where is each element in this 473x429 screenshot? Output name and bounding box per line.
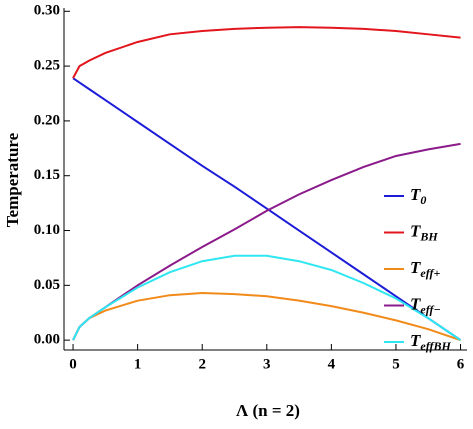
legend-subscript: effBH: [420, 339, 451, 353]
series-line: [72, 77, 462, 341]
x-tick-label: 5: [392, 356, 400, 372]
x-tick-label: 4: [328, 356, 336, 372]
x-tick-label: 3: [263, 356, 271, 372]
y-tick-label: 0.25: [34, 58, 60, 74]
y-tick-label: 0.30: [34, 3, 60, 19]
legend-label: TBH: [410, 221, 438, 243]
legend-label: T0: [410, 185, 426, 207]
legend-symbol: T: [410, 294, 421, 313]
legend-label: TeffBH: [410, 331, 451, 353]
x-axis-label: Λ (n = 2): [236, 401, 300, 420]
x-tick-label: 0: [69, 356, 77, 372]
y-tick-label: 0.15: [34, 167, 60, 183]
legend-symbol: T: [410, 258, 421, 277]
legend-label: Teff−: [410, 294, 441, 316]
y-tick-label: 0.00: [34, 332, 60, 348]
legend-subscript: eff−: [420, 302, 440, 316]
y-axis-label: Temperature: [3, 132, 22, 227]
y-tick-label: 0.10: [34, 222, 60, 238]
legend-symbol: T: [410, 185, 421, 204]
legend-symbol: T: [410, 221, 421, 240]
legend-subscript: 0: [420, 193, 426, 207]
x-tick-label: 6: [457, 356, 465, 372]
legend-subscript: BH: [419, 229, 438, 243]
y-tick-label: 0.20: [34, 112, 60, 128]
series-line: [72, 142, 461, 341]
x-tick-label: 1: [134, 356, 142, 372]
series-line: [72, 254, 462, 341]
series-line: [72, 26, 461, 79]
x-tick-label: 2: [198, 356, 206, 372]
y-tick-label: 0.05: [34, 277, 60, 293]
legend-subscript: eff+: [420, 266, 440, 280]
legend-label: Teff+: [410, 258, 440, 280]
legend-symbol: T: [410, 331, 421, 350]
